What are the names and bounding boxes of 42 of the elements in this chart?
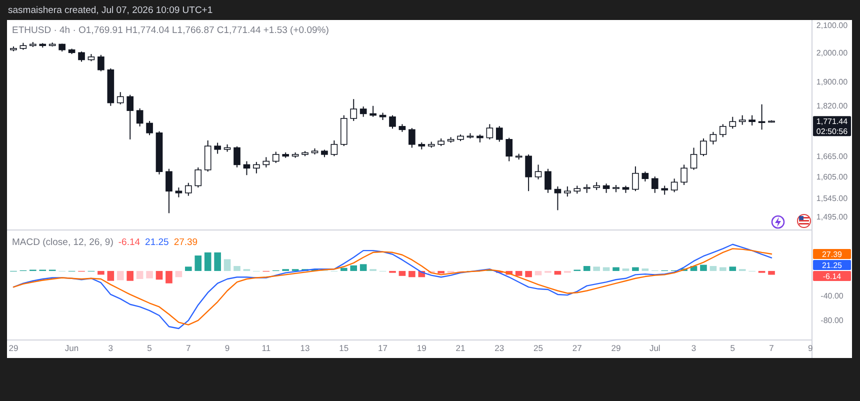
x-tick-label: 23 — [494, 343, 504, 353]
annotation: 21.25 — [145, 237, 169, 248]
y-tick-label: 1,495.00 — [816, 212, 848, 222]
x-tick-label: 7 — [769, 343, 774, 353]
x-tick-label: 11 — [262, 343, 271, 353]
chart-subtitle: sasmaishera created, Jul 07, 2026 10:09 UTC+1 — [8, 5, 213, 16]
x-tick-label: 29 — [8, 343, 18, 353]
y-tick-label: -40.00 — [820, 292, 844, 301]
x-tick-label: 5 — [147, 343, 152, 353]
text: -6.14 — [822, 272, 842, 281]
y-tick-label: 1,900.00 — [816, 77, 848, 86]
x-tick-label: 15 — [339, 343, 349, 353]
x-tick-label: 13 — [300, 343, 310, 353]
y-tick-label: 1,545.00 — [816, 194, 848, 204]
text: 27.39 — [822, 250, 843, 259]
y-tick-label: -80.00 — [820, 316, 844, 326]
x-tick-label: 9 — [224, 343, 230, 353]
text: MACD (close, 12, 26, 9) — [12, 237, 114, 248]
y-tick-label: 1,820.00 — [816, 102, 848, 111]
annotation: 27.39 — [174, 237, 198, 248]
x-tick-label: 3 — [108, 343, 114, 353]
y-tick-label: 1,605.00 — [816, 172, 848, 182]
x-tick-label: 7 — [186, 343, 192, 353]
x-tick-label: 9 — [808, 343, 814, 353]
x-tick-label: 5 — [730, 343, 736, 353]
x-tick-label: 25 — [534, 343, 544, 353]
text: ETHUSD · 4h · O1,769.91 H1,774.04 L1,766.87 C1,771.44 +1.53 (+0.09%) — [12, 25, 329, 36]
x-tick-label: Jul — [649, 343, 660, 353]
x-tick-label: 3 — [691, 343, 696, 353]
x-tick-label: 29 — [611, 343, 622, 353]
x-tick-label: 27 — [572, 343, 582, 353]
text: 02:50:56 — [816, 126, 848, 136]
annotation: -6.14 — [118, 237, 140, 248]
x-tick-label: 19 — [416, 343, 427, 353]
y-tick-label: 1,665.00 — [816, 152, 848, 161]
y-tick-label: 2,100.00 — [816, 20, 848, 30]
y-tick-label: 2,000.00 — [816, 48, 848, 58]
x-tick-label: Jun — [64, 343, 79, 353]
x-tick-label: 21 — [456, 343, 466, 353]
text: 1,771.44 — [816, 116, 848, 126]
text: 21.25 — [822, 260, 843, 270]
x-tick-label: 17 — [378, 343, 388, 353]
